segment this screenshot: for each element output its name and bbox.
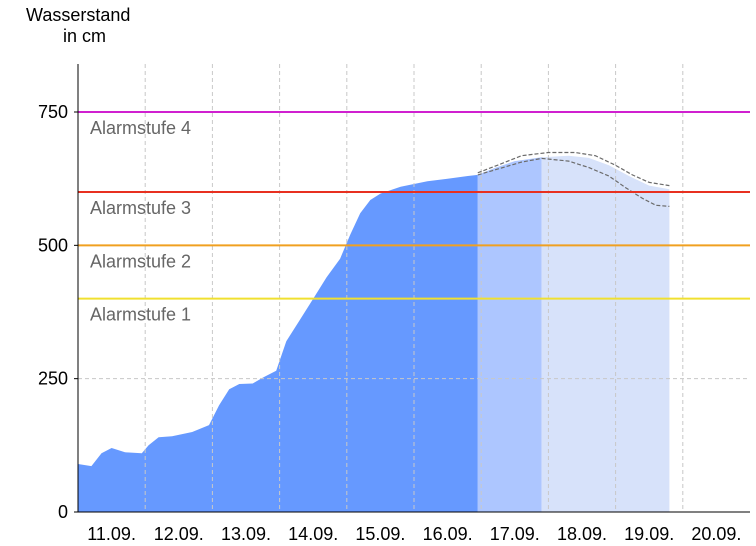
x-tick-label: 12.09. [154, 524, 204, 544]
y-axis-title-line-2: in cm [63, 26, 106, 46]
x-tick-label: 19.09. [624, 524, 674, 544]
alarm-level-label: Alarmstufe 2 [90, 251, 191, 271]
x-tick-label: 13.09. [221, 524, 271, 544]
x-tick-label: 20.09. [691, 524, 741, 544]
x-tick-label: 11.09. [87, 524, 136, 544]
x-tick-label: 16.09. [423, 524, 473, 544]
x-tick-label: 14.09. [288, 524, 338, 544]
series-area-measured [78, 174, 478, 512]
alarm-level-label: Alarmstufe 1 [90, 305, 191, 325]
forecast-band-upper [477, 151, 670, 187]
forecast-band-lower [477, 157, 670, 207]
y-tick-label: 250 [38, 369, 68, 389]
y-tick-label: 750 [38, 102, 68, 122]
chart-text: Wasserstand in cm Alarmstufe 1 Alarmstufe… [26, 5, 741, 544]
alarm-level-label: Alarmstufe 3 [90, 198, 191, 218]
plot-area [74, 64, 750, 513]
y-tick-label: 0 [58, 502, 68, 522]
x-tick-label: 17.09. [490, 524, 540, 544]
y-axis-title-line-1: Wasserstand [26, 5, 130, 25]
x-tick-label: 15.09. [355, 524, 405, 544]
y-tick-label: 500 [38, 235, 68, 255]
series-area-forecast-extended [541, 155, 670, 512]
alarm-level-label: Alarmstufe 4 [90, 118, 191, 138]
x-tick-label: 18.09. [557, 524, 607, 544]
series-area-forecast [477, 157, 542, 513]
